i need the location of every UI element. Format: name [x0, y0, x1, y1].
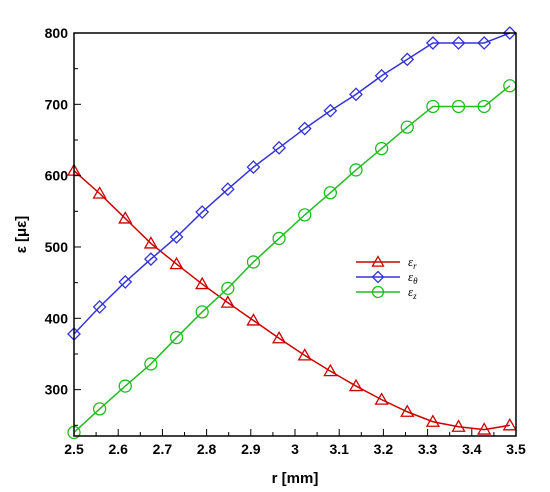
circle-marker: [195, 305, 209, 319]
series-r: [66, 163, 517, 435]
diamond-marker: [272, 140, 287, 155]
circle-marker: [400, 120, 414, 134]
x-tick-label: 3.3: [418, 441, 438, 457]
triangle-marker: [143, 236, 159, 249]
circle-marker: [144, 357, 158, 371]
triangle-marker: [451, 419, 466, 432]
circle-marker: [298, 208, 312, 222]
legend-item: εr: [356, 254, 417, 271]
y-tick-label: 800: [45, 25, 69, 41]
x-tick-label: 2.6: [108, 441, 128, 457]
triangle-marker: [323, 363, 338, 377]
legend-item: εz: [356, 284, 417, 301]
triangle-marker: [502, 417, 517, 431]
triangle-marker: [92, 186, 107, 199]
x-tick-label: 2.8: [197, 441, 217, 457]
plot-marks: [66, 26, 517, 440]
circle-marker: [272, 231, 286, 246]
triangle-marker: [169, 256, 184, 270]
diamond-marker: [246, 160, 261, 175]
diamond-marker: [477, 36, 492, 50]
circle-marker: [451, 99, 466, 114]
circle-marker: [221, 281, 235, 296]
triangle-marker: [425, 414, 441, 427]
circle-marker: [477, 99, 491, 114]
x-tick-label: 3.1: [329, 441, 349, 457]
diamond-marker: [297, 121, 312, 136]
diamond-marker: [220, 182, 235, 197]
x-tick-label: 2.9: [241, 441, 261, 457]
triangle-marker: [477, 422, 492, 435]
triangle-marker: [271, 330, 287, 344]
circle-marker: [323, 186, 338, 200]
series-line: [73, 32, 511, 335]
x-tick-label: 3: [291, 441, 299, 457]
circle-marker: [374, 141, 389, 156]
diamond-marker: [195, 205, 210, 219]
diamond-marker: [323, 103, 338, 118]
x-axis-title: r [mm]: [272, 470, 319, 487]
diamond-marker: [118, 275, 133, 289]
x-tick-label: 2.5: [64, 441, 84, 457]
triangle-marker: [348, 378, 364, 392]
circle-marker: [169, 330, 184, 345]
series-θ: [67, 26, 517, 341]
triangle-marker: [118, 211, 133, 224]
diamond-marker: [371, 270, 385, 284]
x-tick-label: 2.7: [153, 441, 173, 457]
circle-marker: [371, 285, 385, 299]
legend-label: εθ: [408, 269, 418, 286]
triangle-marker: [246, 313, 261, 326]
axis-ticks: 2.5 2.6 2.7 2.8 2.9 3 3.1 3.2 3.3 3.4 3.5 300 400 500…: [45, 25, 526, 457]
series-z: [67, 79, 517, 440]
legend-label: εz: [408, 284, 417, 301]
legend-item: εθ: [356, 269, 418, 286]
diamond-marker: [349, 87, 363, 102]
diamond-marker: [374, 68, 389, 83]
x-tick-label: 3.5: [506, 441, 526, 457]
circle-marker: [118, 379, 132, 393]
triangle-marker: [400, 404, 415, 417]
triangle-marker: [220, 295, 235, 308]
y-tick-label: 500: [45, 239, 69, 255]
circle-marker: [92, 402, 107, 416]
diamond-marker: [451, 36, 466, 50]
triangle-marker: [297, 348, 312, 361]
triangle-marker: [195, 276, 210, 290]
diamond-marker: [143, 252, 158, 267]
circle-marker: [246, 255, 261, 269]
y-tick-label: 400: [45, 310, 69, 326]
legend-label: εr: [408, 254, 417, 271]
circle-marker: [349, 163, 363, 177]
x-tick-label: 3.2: [374, 441, 394, 457]
y-axis-title: ε [με]: [13, 216, 30, 254]
diamond-marker: [169, 230, 184, 244]
plot-frame: [73, 32, 517, 437]
circle-marker: [426, 99, 440, 114]
triangle-marker: [371, 255, 385, 267]
x-tick-label: 3.4: [462, 441, 482, 457]
diamond-marker: [92, 299, 107, 314]
diamond-marker: [400, 52, 415, 67]
triangle-marker: [374, 392, 389, 405]
diamond-marker: [425, 36, 440, 50]
y-tick-label: 300: [45, 382, 69, 398]
y-tick-label: 600: [45, 168, 69, 184]
y-tick-label: 700: [45, 96, 69, 112]
series-line: [73, 170, 510, 431]
diamond-marker: [502, 26, 517, 40]
